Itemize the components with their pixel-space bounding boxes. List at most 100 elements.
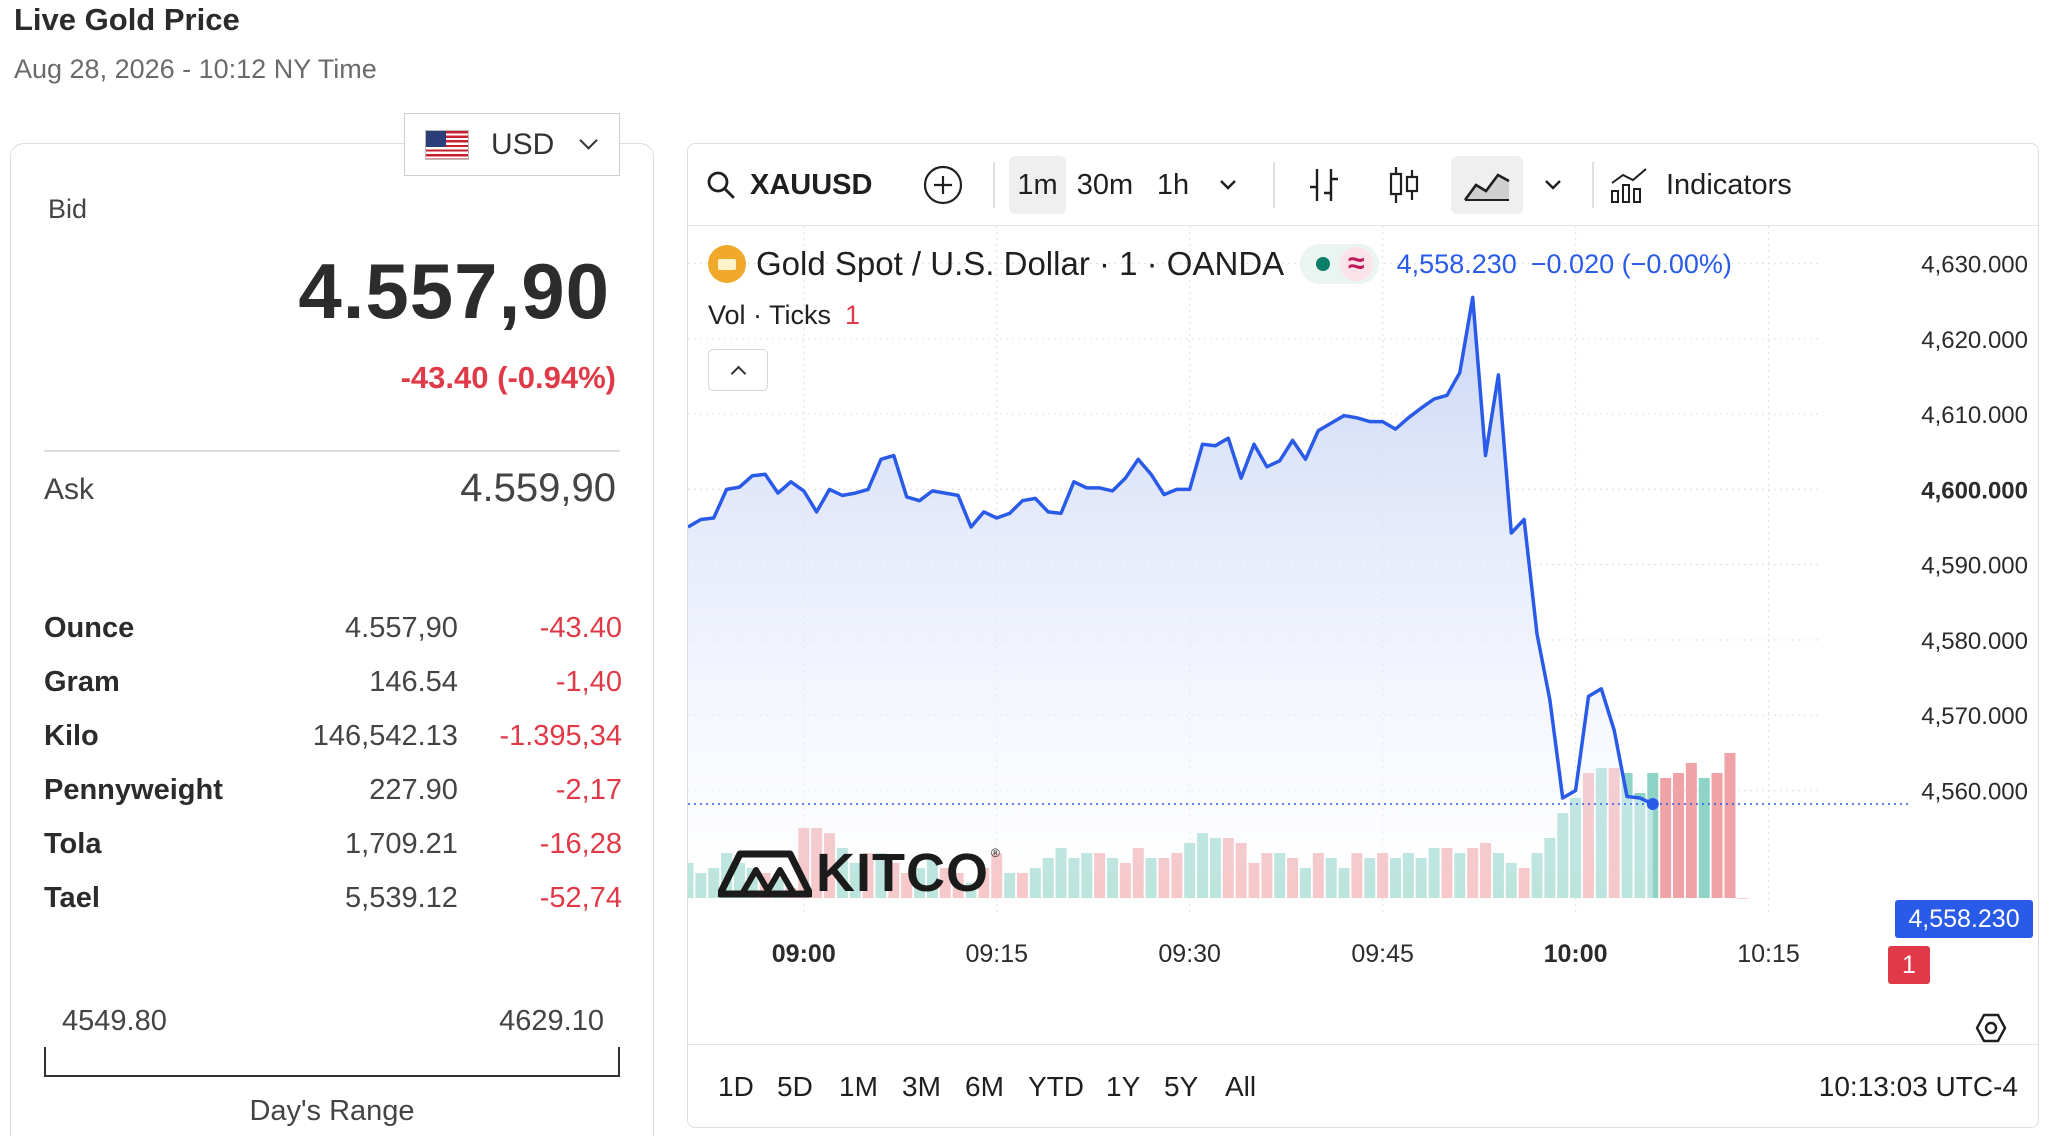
bar-style-button[interactable] [1296, 156, 1352, 214]
unit-change: -16,28 [539, 827, 622, 860]
ask-value: 4.559,90 [460, 466, 616, 510]
market-status-pill[interactable]: ≈ [1300, 244, 1379, 284]
bid-change: -43.40 (-0.94%) [400, 360, 616, 395]
settings-icon[interactable] [1973, 1010, 2009, 1046]
gold-symbol-icon [708, 245, 746, 283]
unit-name: Tael [44, 881, 100, 914]
range-low: 4549.80 [62, 1005, 167, 1037]
range-1d-button[interactable]: 1D [718, 1071, 754, 1102]
x-tick-label: 09:15 [965, 940, 1028, 968]
chevron-down-icon [1220, 180, 1236, 190]
chevron-down-icon [1545, 180, 1561, 190]
compare-symbol-button[interactable] [918, 156, 968, 214]
volume-bar [1685, 763, 1697, 898]
volume-bar [1737, 898, 1749, 899]
range-5y-button[interactable]: 5Y [1164, 1071, 1199, 1102]
interval-1m-button[interactable]: 1m [1009, 156, 1066, 214]
x-tick-label: 10:15 [1737, 940, 1800, 968]
chevron-down-icon [579, 131, 599, 150]
volume-bar [1660, 778, 1672, 898]
toolbar-divider [993, 162, 995, 208]
unit-price: 5,539.12 [345, 881, 458, 914]
divider [44, 450, 620, 452]
chart-card: XAUUSD 1m 30m 1h [687, 143, 2039, 1128]
bid-value: 4.557,90 [298, 247, 610, 335]
chart-toolbar: XAUUSD 1m 30m 1h [688, 144, 2038, 226]
market-open-dot-icon [1316, 257, 1331, 271]
last-price-tag: 4,558.230 [1895, 900, 2033, 938]
days-range-caption: Day's Range [249, 1095, 415, 1127]
volume-count: 1 [845, 300, 861, 330]
range-3m-button[interactable]: 3M [902, 1071, 941, 1102]
wave-icon: ≈ [1340, 247, 1373, 281]
range-all-button[interactable]: All [1225, 1071, 1257, 1102]
range-1y-button[interactable]: 1Y [1106, 1071, 1141, 1102]
interval-dropdown-button[interactable] [1208, 156, 1248, 214]
chart-legend: Gold Spot / U.S. Dollar · 1 · OANDA ≈ 4,… [708, 244, 1732, 284]
symbol-label: XAUUSD [750, 168, 873, 201]
volume-legend: Vol · Ticks 1 [708, 300, 860, 331]
collapse-legend-button[interactable] [708, 349, 768, 391]
volume-bar [1724, 753, 1736, 898]
toolbar-divider [1592, 162, 1594, 208]
kitco-logo-mark [718, 850, 812, 898]
indicators-button[interactable]: Indicators [1608, 156, 1818, 214]
y-tick-label: 4,590.000 [1921, 553, 2028, 580]
area-style-button[interactable] [1451, 156, 1523, 214]
x-tick-label: 09:45 [1351, 940, 1414, 968]
candle-style-button[interactable] [1376, 156, 1432, 214]
days-range-bar [44, 1047, 620, 1077]
y-tick-label: 4,580.000 [1921, 628, 2028, 655]
legend-last-price: 4,558.230 [1396, 248, 1517, 279]
legend-title: Gold Spot / U.S. Dollar · 1 · OANDA [756, 245, 1285, 282]
chevron-up-icon [730, 365, 746, 381]
quote-panel [10, 143, 654, 1136]
unit-row-kilo: Kilo 146,542.13 -1.395,34 [44, 709, 622, 763]
unit-name: Pennyweight [44, 773, 223, 806]
unit-change: -1.395,34 [499, 719, 622, 752]
range-5d-button[interactable]: 5D [777, 1071, 813, 1102]
price-chart[interactable]: 4,630.000 4,620.000 4,610.000 4,600.000 4,59… [688, 226, 2039, 1044]
symbol-search-button[interactable]: XAUUSD [706, 156, 884, 214]
range-toolbar: 1D 5D 1M 3M 6M YTD 1Y 5Y All 10:13:03 UT… [688, 1044, 2038, 1127]
interval-1h-button[interactable]: 1h [1156, 168, 1190, 201]
volume-bar [1698, 778, 1710, 898]
x-tick-label: 09:30 [1158, 940, 1221, 968]
indicators-icon [1611, 168, 1647, 203]
unit-row-tola: Tola 1,709.21 -16,28 [44, 817, 622, 871]
currency-select[interactable]: USD [404, 113, 620, 176]
range-ytd-button[interactable]: YTD [1028, 1071, 1084, 1102]
y-tick-label: 4,630.000 [1921, 252, 2028, 279]
unit-change: -52,74 [539, 881, 622, 914]
unit-change: -1,40 [555, 665, 622, 698]
ohlc-bars-icon [1310, 169, 1338, 201]
unit-name: Tola [44, 827, 102, 860]
x-tick-label: 09:00 [772, 940, 836, 968]
ask-label: Ask [44, 473, 95, 506]
range-1m-button[interactable]: 1M [839, 1071, 878, 1102]
area-chart-icon [1463, 173, 1510, 201]
unit-row-tael: Tael 5,539.12 -52,74 [44, 871, 622, 925]
page-title: Live Gold Price [14, 2, 240, 37]
toolbar-divider [1273, 162, 1275, 208]
range-6m-button[interactable]: 6M [965, 1071, 1004, 1102]
chart-style-dropdown-button[interactable] [1533, 156, 1573, 214]
unit-price: 146,542.13 [312, 719, 458, 752]
unit-row-ounce: Ounce 4.557,90 -43.40 [44, 601, 622, 655]
volume-bar [1711, 773, 1723, 898]
y-tick-label: 4,570.000 [1921, 703, 2028, 730]
volume-bar [1673, 773, 1684, 898]
y-tick-label: 4,620.000 [1921, 327, 2028, 354]
bid-label: Bid [48, 194, 88, 224]
last-price-dot [1646, 798, 1659, 811]
unit-name: Ounce [44, 611, 135, 644]
unit-row-pennyweight: Pennyweight 227.90 -2,17 [44, 763, 622, 817]
y-tick-label: 4,600.000 [1921, 477, 2028, 504]
indicators-label: Indicators [1666, 168, 1792, 201]
unit-change: -2,17 [555, 773, 622, 806]
interval-30m-button[interactable]: 30m [1076, 168, 1134, 201]
y-tick-label: 4,610.000 [1921, 402, 2028, 429]
unit-price: 227.90 [369, 773, 458, 806]
range-high: 4629.10 [499, 1005, 604, 1037]
volume-label: Vol · Ticks [708, 300, 832, 330]
